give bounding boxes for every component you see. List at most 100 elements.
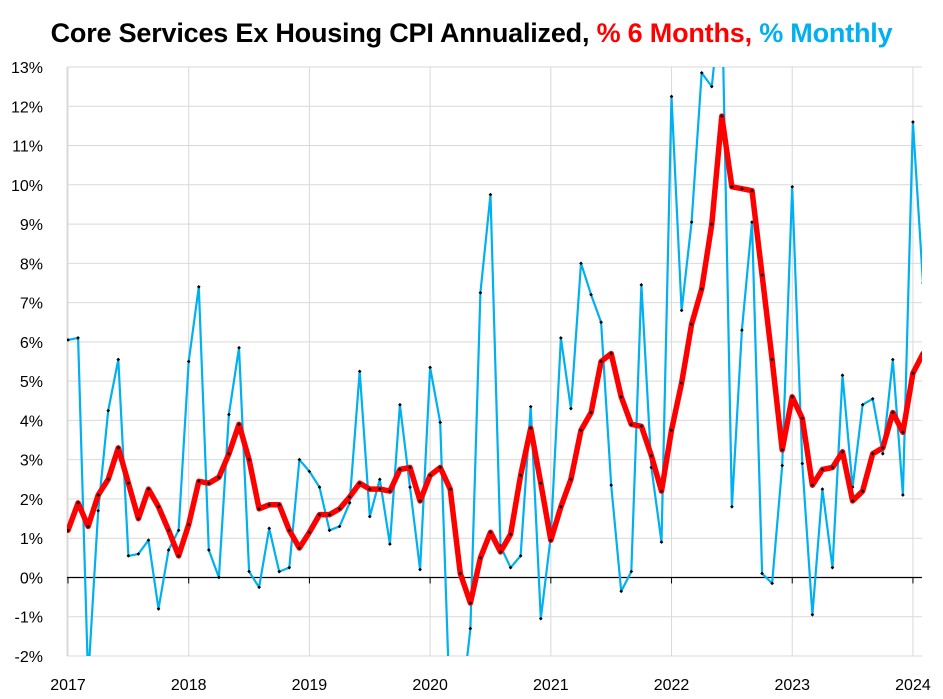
data-point-monthly bbox=[418, 567, 422, 572]
x-tick-label: 2020 bbox=[412, 677, 448, 694]
data-point-6-months bbox=[277, 503, 282, 507]
x-tick-label: 2023 bbox=[774, 677, 810, 694]
data-point-monthly bbox=[478, 290, 483, 295]
data-point-6-months bbox=[267, 502, 272, 507]
data-point-6-months bbox=[780, 448, 785, 452]
chart-title: Core Services Ex Housing CPI Annualized,… bbox=[0, 18, 943, 49]
data-point-monthly bbox=[488, 192, 493, 197]
data-point-6-months bbox=[498, 550, 503, 554]
y-tick-label: 3% bbox=[20, 453, 43, 470]
data-point-monthly bbox=[186, 359, 191, 364]
data-point-monthly bbox=[377, 477, 382, 482]
data-point-monthly bbox=[740, 328, 744, 332]
data-point-6-months bbox=[367, 487, 372, 491]
y-tick-label: 13% bbox=[11, 60, 43, 77]
data-point-6-months bbox=[679, 381, 684, 385]
data-point-monthly bbox=[96, 508, 101, 513]
data-point-monthly bbox=[669, 94, 674, 99]
data-point-6-months bbox=[206, 481, 211, 486]
y-tick-label: 10% bbox=[11, 178, 43, 195]
data-point-6-months bbox=[528, 426, 533, 431]
data-point-6-months bbox=[609, 351, 613, 356]
data-point-monthly bbox=[528, 404, 533, 409]
data-point-monthly bbox=[106, 408, 111, 413]
data-point-monthly bbox=[297, 457, 302, 462]
x-tick-label: 2018 bbox=[171, 677, 207, 694]
data-point-monthly bbox=[860, 402, 865, 407]
data-point-monthly bbox=[790, 184, 795, 189]
y-tick-label: 1% bbox=[20, 531, 43, 548]
data-point-monthly bbox=[136, 552, 141, 556]
data-point-monthly bbox=[659, 540, 664, 544]
data-point-6-months bbox=[850, 499, 855, 503]
data-point-6-months bbox=[327, 512, 332, 517]
y-tick-label: 8% bbox=[20, 256, 43, 273]
data-point-6-months bbox=[820, 467, 825, 472]
data-point-6-months bbox=[840, 449, 845, 454]
data-point-6-months bbox=[911, 371, 915, 376]
data-point-monthly bbox=[589, 292, 593, 297]
data-point-monthly bbox=[398, 402, 402, 407]
data-point-6-months bbox=[870, 451, 875, 456]
y-tick-label: 12% bbox=[11, 99, 43, 116]
title-main: Core Services Ex Housing CPI Annualized, bbox=[50, 18, 590, 48]
data-point-6-months bbox=[176, 554, 181, 558]
data-point-monthly bbox=[619, 589, 624, 594]
data-point-6-months bbox=[227, 451, 231, 456]
data-point-monthly bbox=[679, 308, 684, 313]
data-point-monthly bbox=[327, 528, 332, 533]
data-point-6-months bbox=[347, 495, 352, 499]
data-point-6-months bbox=[760, 273, 764, 277]
data-point-6-months bbox=[388, 489, 392, 493]
data-point-monthly bbox=[810, 612, 815, 617]
data-point-monthly bbox=[408, 485, 412, 490]
data-point-monthly bbox=[388, 542, 392, 546]
data-point-monthly bbox=[730, 504, 734, 509]
data-point-monthly bbox=[911, 120, 915, 124]
x-tick-label: 2022 bbox=[654, 677, 690, 694]
data-point-6-months bbox=[559, 504, 563, 509]
data-point-monthly bbox=[438, 420, 443, 425]
data-point-monthly bbox=[227, 412, 231, 417]
data-point-6-months bbox=[478, 555, 483, 560]
x-tick-label: 2019 bbox=[292, 677, 328, 694]
data-point-6-months bbox=[307, 530, 312, 535]
y-tick-label: -1% bbox=[15, 610, 43, 627]
data-point-6-months bbox=[800, 416, 805, 421]
data-point-6-months bbox=[398, 467, 402, 472]
data-point-6-months bbox=[136, 516, 141, 521]
x-tick-label: 2017 bbox=[50, 677, 86, 694]
data-point-6-months bbox=[649, 453, 654, 458]
data-point-6-months bbox=[297, 546, 302, 550]
data-point-monthly bbox=[921, 281, 922, 285]
data-point-6-months bbox=[217, 475, 221, 480]
data-point-6-months bbox=[599, 359, 603, 364]
data-point-6-months bbox=[488, 530, 493, 535]
data-point-monthly bbox=[830, 565, 835, 570]
y-tick-label: 5% bbox=[20, 374, 43, 391]
data-point-monthly bbox=[901, 493, 905, 497]
data-point-monthly bbox=[76, 336, 80, 340]
y-tick-label: 4% bbox=[20, 413, 43, 430]
data-point-monthly bbox=[146, 538, 151, 542]
data-point-6-months bbox=[196, 479, 201, 484]
y-tick-label: 11% bbox=[12, 139, 43, 156]
data-point-monthly bbox=[217, 575, 221, 580]
y-tick-label: 0% bbox=[20, 570, 43, 587]
data-point-6-months bbox=[317, 512, 322, 517]
data-point-6-months bbox=[468, 601, 473, 605]
data-point-monthly bbox=[639, 283, 644, 287]
data-point-monthly bbox=[890, 357, 895, 362]
data-point-6-months bbox=[418, 499, 422, 503]
data-point-monthly bbox=[599, 320, 603, 325]
data-point-monthly bbox=[820, 487, 825, 491]
data-point-monthly bbox=[840, 373, 845, 378]
data-point-monthly bbox=[780, 463, 785, 468]
data-point-monthly bbox=[317, 485, 322, 489]
data-point-6-months bbox=[337, 506, 342, 511]
data-point-6-months bbox=[538, 481, 543, 486]
data-point-6-months bbox=[428, 473, 432, 478]
data-point-6-months bbox=[810, 483, 815, 487]
